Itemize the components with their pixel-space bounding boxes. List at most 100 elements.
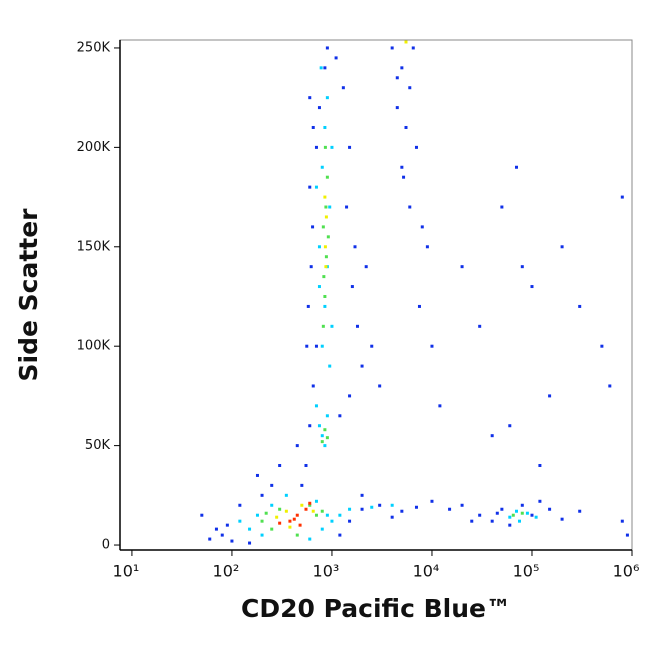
point <box>284 493 288 497</box>
point <box>408 205 412 209</box>
point <box>324 215 328 219</box>
point <box>560 517 564 521</box>
point <box>538 463 542 467</box>
point <box>508 424 512 428</box>
point <box>400 509 404 513</box>
point <box>298 523 302 527</box>
point <box>325 436 329 440</box>
point <box>350 285 354 289</box>
point <box>517 519 521 523</box>
point <box>470 519 474 523</box>
point <box>326 235 330 239</box>
x-tick-label: 10⁵ <box>513 562 540 581</box>
point <box>400 66 404 70</box>
point <box>270 483 274 487</box>
point <box>348 394 352 398</box>
point <box>321 225 325 229</box>
point <box>478 513 482 517</box>
point <box>323 444 327 448</box>
point <box>321 324 325 328</box>
point <box>238 503 242 507</box>
point <box>508 523 512 527</box>
point <box>292 517 296 521</box>
point <box>538 499 542 503</box>
point <box>364 265 368 269</box>
point <box>414 145 418 149</box>
point <box>402 175 406 179</box>
point <box>308 501 312 505</box>
point <box>314 145 318 149</box>
point <box>260 493 264 497</box>
point <box>490 519 494 523</box>
point <box>378 503 382 507</box>
y-tick-label: 200K <box>77 140 111 155</box>
x-tick-label: 10⁴ <box>413 562 440 581</box>
point <box>317 424 321 428</box>
point <box>260 533 264 537</box>
point <box>308 185 312 189</box>
point <box>360 493 364 497</box>
point <box>323 294 327 298</box>
point <box>305 344 309 348</box>
point <box>430 344 434 348</box>
point <box>311 509 315 513</box>
point <box>495 511 499 515</box>
point <box>306 304 310 308</box>
point <box>308 503 312 507</box>
point <box>200 513 204 517</box>
point <box>314 185 318 189</box>
point <box>325 46 329 50</box>
point <box>420 225 424 229</box>
point <box>330 324 334 328</box>
point <box>520 265 524 269</box>
point <box>308 96 312 100</box>
x-tick-label: 10⁶ <box>613 562 640 581</box>
point <box>308 424 312 428</box>
point <box>320 527 324 531</box>
point <box>308 537 312 541</box>
point <box>400 165 404 169</box>
point <box>314 344 318 348</box>
point <box>608 384 612 388</box>
point <box>500 205 504 209</box>
point <box>311 225 315 229</box>
y-tick-label: 50K <box>85 438 111 453</box>
point <box>295 444 299 448</box>
point <box>338 414 342 418</box>
point <box>338 513 342 517</box>
point <box>288 519 292 523</box>
point <box>255 473 259 477</box>
point <box>323 66 327 70</box>
point <box>448 507 452 511</box>
point <box>330 519 334 523</box>
point <box>323 195 327 199</box>
point <box>314 404 318 408</box>
point <box>530 513 534 517</box>
point <box>334 56 338 60</box>
point <box>548 394 552 398</box>
point <box>214 527 218 531</box>
point <box>260 519 264 523</box>
point <box>417 304 421 308</box>
point <box>625 533 629 537</box>
point <box>314 513 318 517</box>
point <box>324 255 328 259</box>
point <box>414 505 418 509</box>
point <box>311 384 315 388</box>
point <box>514 509 518 513</box>
point <box>270 503 274 507</box>
y-tick-label: 250K <box>77 40 111 55</box>
point <box>578 509 582 513</box>
point <box>288 525 292 529</box>
point <box>348 145 352 149</box>
point <box>360 507 364 511</box>
point <box>328 205 332 209</box>
point <box>460 503 464 507</box>
point <box>324 205 328 209</box>
point <box>300 503 304 507</box>
point <box>460 265 464 269</box>
point <box>309 265 313 269</box>
point <box>511 513 515 517</box>
point <box>323 125 327 129</box>
point <box>284 509 288 513</box>
